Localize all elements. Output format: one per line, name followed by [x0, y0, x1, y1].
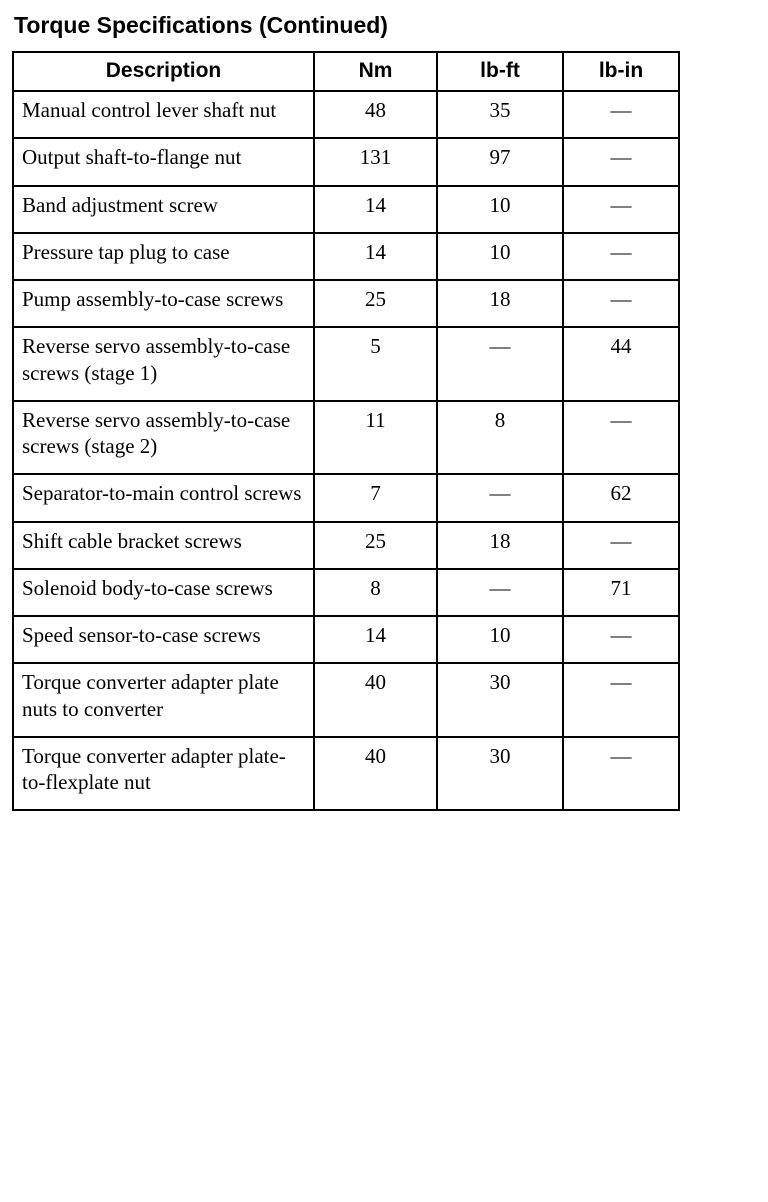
cell-nm: 40: [313, 662, 438, 738]
table-row: Torque converter adapter plate nuts to c…: [12, 662, 680, 738]
table-row: Pump assembly-to-case screws 25 18 —: [12, 278, 680, 329]
cell-description: Torque converter adapter plate-to-flexpl…: [12, 735, 315, 812]
document-page: Torque Specifications (Continued) Descri…: [12, 12, 680, 812]
cell-nm: 14: [313, 231, 438, 282]
cell-lb-ft: 97: [436, 137, 564, 187]
table-row: Output shaft-to-flange nut 131 97 —: [12, 137, 680, 187]
table-body: Manual control lever shaft nut 48 35 — O…: [12, 89, 680, 812]
cell-description: Manual control lever shaft nut: [12, 89, 315, 140]
table-row: Manual control lever shaft nut 48 35 —: [12, 89, 680, 140]
cell-description: Pressure tap plug to case: [12, 231, 315, 282]
header-description: Description: [12, 51, 315, 92]
table-row: Speed sensor-to-case screws 14 10 —: [12, 614, 680, 665]
cell-nm: 7: [313, 473, 438, 523]
cell-nm: 40: [313, 735, 438, 812]
cell-description: Reverse servo assembly-to-case screws (s…: [12, 326, 315, 402]
cell-lb-in: —: [562, 399, 680, 476]
header-lb-ft: lb-ft: [436, 51, 564, 92]
table-header-row: Description Nm lb-ft lb-in: [12, 51, 680, 92]
cell-lb-in: —: [562, 520, 680, 570]
cell-description: Band adjustment screw: [12, 184, 315, 234]
cell-nm: 131: [313, 137, 438, 187]
cell-lb-in: —: [562, 614, 680, 665]
cell-description: Solenoid body-to-case screws: [12, 567, 315, 618]
table-row: Band adjustment screw 14 10 —: [12, 184, 680, 234]
table-header: Description Nm lb-ft lb-in: [12, 51, 680, 92]
cell-lb-in: 71: [562, 567, 680, 618]
header-nm: Nm: [313, 51, 438, 92]
cell-lb-in: —: [562, 89, 680, 140]
cell-description: Shift cable bracket screws: [12, 520, 315, 570]
cell-description: Pump assembly-to-case screws: [12, 278, 315, 329]
table-row: Separator-to-main control screws 7 — 62: [12, 473, 680, 523]
cell-lb-in: —: [562, 137, 680, 187]
table-row: Torque converter adapter plate-to-flexpl…: [12, 735, 680, 812]
cell-lb-ft: 8: [436, 399, 564, 476]
cell-nm: 14: [313, 184, 438, 234]
cell-nm: 48: [313, 89, 438, 140]
table-row: Reverse servo assembly-to-case screws (s…: [12, 326, 680, 402]
cell-nm: 25: [313, 520, 438, 570]
cell-lb-ft: —: [436, 473, 564, 523]
cell-lb-ft: 18: [436, 278, 564, 329]
table-row: Solenoid body-to-case screws 8 — 71: [12, 567, 680, 618]
cell-nm: 14: [313, 614, 438, 665]
cell-lb-in: —: [562, 231, 680, 282]
cell-lb-ft: 10: [436, 184, 564, 234]
cell-lb-ft: 30: [436, 662, 564, 738]
cell-nm: 5: [313, 326, 438, 402]
cell-description: Separator-to-main control screws: [12, 473, 315, 523]
cell-lb-ft: 10: [436, 614, 564, 665]
cell-lb-ft: —: [436, 567, 564, 618]
table-row: Pressure tap plug to case 14 10 —: [12, 231, 680, 282]
cell-lb-ft: 18: [436, 520, 564, 570]
cell-lb-in: 44: [562, 326, 680, 402]
cell-lb-ft: 10: [436, 231, 564, 282]
cell-lb-ft: 35: [436, 89, 564, 140]
cell-lb-in: 62: [562, 473, 680, 523]
cell-lb-in: —: [562, 184, 680, 234]
cell-nm: 11: [313, 399, 438, 476]
cell-nm: 25: [313, 278, 438, 329]
cell-lb-ft: —: [436, 326, 564, 402]
page-title: Torque Specifications (Continued): [14, 12, 388, 38]
cell-lb-in: —: [562, 662, 680, 738]
cell-lb-in: —: [562, 278, 680, 329]
cell-lb-in: —: [562, 735, 680, 812]
cell-description: Torque converter adapter plate nuts to c…: [12, 662, 315, 738]
header-lb-in: lb-in: [562, 51, 680, 92]
table-row: Shift cable bracket screws 25 18 —: [12, 520, 680, 570]
cell-lb-ft: 30: [436, 735, 564, 812]
cell-description: Reverse servo assembly-to-case screws (s…: [12, 399, 315, 476]
cell-nm: 8: [313, 567, 438, 618]
torque-spec-table: Description Nm lb-ft lb-in Manual contro…: [12, 51, 680, 812]
cell-description: Speed sensor-to-case screws: [12, 614, 315, 665]
cell-description: Output shaft-to-flange nut: [12, 137, 315, 187]
table-row: Reverse servo assembly-to-case screws (s…: [12, 399, 680, 476]
